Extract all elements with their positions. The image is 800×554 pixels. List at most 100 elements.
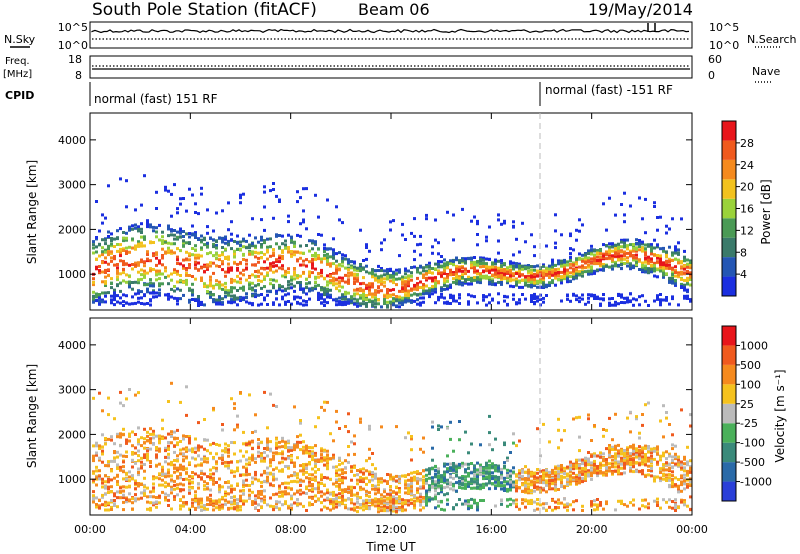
heatmap-cell (491, 282, 494, 286)
heatmap-cell (389, 497, 392, 500)
heatmap-cell (260, 235, 263, 239)
heatmap-cell (239, 391, 242, 394)
heatmap-cell (647, 261, 650, 265)
heatmap-cell (275, 289, 278, 293)
heatmap-cell (119, 401, 122, 405)
heatmap-cell (164, 240, 167, 244)
heatmap-cell (137, 471, 140, 474)
heatmap-cell (119, 486, 122, 490)
heatmap-cell (104, 238, 107, 242)
heatmap-cell (458, 466, 461, 470)
heatmap-cell (269, 262, 272, 266)
heatmap-cell (416, 293, 419, 297)
heatmap-cell (206, 245, 209, 249)
heatmap-cell (314, 267, 317, 271)
heatmap-cell (110, 286, 113, 290)
heatmap-cell (104, 242, 107, 246)
heatmap-cell (608, 255, 611, 259)
heatmap-cell (500, 262, 503, 266)
heatmap-cell (620, 257, 623, 261)
heatmap-cell (401, 498, 404, 502)
heatmap-cell (95, 444, 98, 448)
heatmap-cell (161, 235, 164, 239)
heatmap-cell (461, 464, 464, 468)
heatmap-cell (278, 494, 281, 498)
heatmap-cell (590, 252, 593, 256)
heatmap-cell (671, 279, 674, 283)
heatmap-cell (257, 293, 260, 297)
heatmap-cell (689, 299, 692, 303)
heatmap-cell (467, 275, 470, 279)
heatmap-cell (326, 459, 329, 463)
heatmap-cell (125, 250, 128, 254)
heatmap-cell (407, 289, 410, 293)
power-colorbar-tick: 20 (740, 181, 754, 194)
heatmap-cell (260, 218, 263, 222)
heatmap-cell (380, 241, 383, 245)
heatmap-cell (338, 503, 341, 507)
heatmap-cell (131, 451, 134, 454)
heatmap-cell (395, 485, 398, 489)
heatmap-cell (317, 483, 320, 487)
heatmap-cell (143, 427, 146, 431)
heatmap-cell (413, 234, 416, 238)
heatmap-cell (293, 284, 296, 288)
heatmap-cell (122, 465, 125, 469)
heatmap-cell (176, 280, 179, 284)
freq-panel: Freq. [MHz] 18 8 Nave 60 0 (3, 53, 780, 83)
heatmap-cell (203, 487, 206, 491)
heatmap-cell (455, 503, 458, 507)
heatmap-cell (131, 465, 134, 469)
heatmap-cell (170, 381, 173, 385)
heatmap-cell (473, 500, 476, 504)
heatmap-cell (239, 281, 242, 285)
heatmap-cell (341, 497, 344, 501)
heatmap-cell (452, 468, 455, 472)
heatmap-cell (152, 229, 155, 233)
heatmap-cell (251, 281, 254, 285)
heatmap-cell (227, 201, 230, 205)
heatmap-cell (308, 501, 311, 505)
heatmap-cell (623, 213, 626, 217)
heatmap-cell (197, 475, 200, 479)
heatmap-cell (674, 257, 677, 261)
heatmap-cell (185, 467, 188, 471)
heatmap-cell (254, 429, 257, 433)
heatmap-cell (407, 431, 410, 435)
heatmap-cell (416, 282, 419, 286)
heatmap-cell (590, 269, 593, 273)
heatmap-cell (212, 229, 215, 233)
heatmap-cell (296, 440, 299, 444)
heatmap-cell (293, 501, 296, 505)
heatmap-cell (518, 250, 521, 254)
heatmap-cell (206, 507, 209, 511)
heatmap-cell (248, 252, 251, 256)
heatmap-cell (689, 261, 692, 264)
heatmap-cell (602, 263, 605, 266)
heatmap-cell (320, 456, 323, 460)
heatmap-cell (326, 464, 329, 468)
heatmap-cell (254, 506, 257, 510)
heatmap-cell (446, 301, 449, 305)
heatmap-cell (194, 464, 197, 468)
heatmap-cell (440, 274, 443, 278)
heatmap-cell (608, 254, 611, 257)
heatmap-cell (479, 272, 482, 276)
power-ytick-label: 1000 (58, 268, 86, 281)
heatmap-cell (452, 271, 455, 275)
heatmap-cell (371, 463, 374, 467)
heatmap-cell (620, 263, 623, 266)
heatmap-cell (149, 432, 152, 436)
heatmap-cell (200, 469, 203, 473)
heatmap-cell (359, 468, 362, 472)
heatmap-cell (587, 269, 590, 273)
heatmap-cell (212, 456, 215, 459)
heatmap-cell (218, 484, 221, 488)
heatmap-cell (392, 279, 395, 282)
heatmap-cell (686, 294, 689, 298)
heatmap-cell (176, 269, 179, 273)
heatmap-cell (587, 272, 590, 276)
heatmap-cell (275, 437, 278, 441)
heatmap-cell (284, 269, 287, 273)
heatmap-cell (275, 441, 278, 445)
